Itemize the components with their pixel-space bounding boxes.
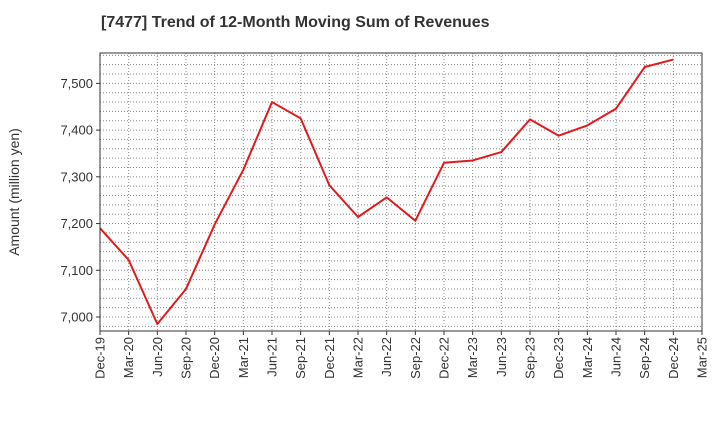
x-tick-label: Sep-22 bbox=[408, 337, 423, 379]
x-tick-label: Jun-22 bbox=[379, 337, 394, 377]
grid-lines bbox=[100, 53, 702, 331]
x-tick-label: Mar-22 bbox=[351, 337, 366, 378]
y-tick-label: 7,400 bbox=[60, 123, 93, 138]
y-tick-label: 7,100 bbox=[60, 263, 93, 278]
x-tick-label: Dec-22 bbox=[437, 337, 452, 379]
x-tick-label: Sep-23 bbox=[523, 337, 538, 379]
x-tick-label: Jun-24 bbox=[609, 337, 624, 377]
x-tick-label: Dec-24 bbox=[666, 337, 681, 379]
x-tick-label: Mar-21 bbox=[236, 337, 251, 378]
y-axis-label: Amount (million yen) bbox=[6, 128, 22, 256]
x-tick-label: Mar-25 bbox=[695, 337, 710, 378]
x-tick-labels: Dec-19 Mar-20 Jun-20 Sep-20 Dec-20 Mar-21 Jun-… bbox=[93, 331, 710, 379]
x-tick-label: Jun-23 bbox=[494, 337, 509, 377]
x-tick-label: Dec-21 bbox=[322, 337, 337, 379]
y-tick-label: 7,500 bbox=[60, 76, 93, 91]
plot-background bbox=[100, 53, 702, 331]
x-tick-label: Jun-20 bbox=[150, 337, 165, 377]
y-tick-label: 7,000 bbox=[60, 309, 93, 324]
x-tick-label: Sep-20 bbox=[179, 337, 194, 379]
x-tick-label: Dec-19 bbox=[93, 337, 108, 379]
x-tick-label: Mar-20 bbox=[121, 337, 136, 378]
x-tick-label: Dec-23 bbox=[551, 337, 566, 379]
y-tick-labels: 7,000 7,100 7,200 7,300 7,400 7,500 bbox=[60, 76, 100, 324]
x-tick-label: Mar-24 bbox=[580, 337, 595, 378]
series-layer bbox=[99, 58, 674, 325]
y-tick-label: 7,200 bbox=[60, 216, 93, 231]
x-tick-label: Jun-21 bbox=[265, 337, 280, 377]
chart-title: [7477] Trend of 12-Month Moving Sum of R… bbox=[101, 14, 490, 31]
x-tick-label: Mar-23 bbox=[465, 337, 480, 378]
x-tick-label: Dec-20 bbox=[207, 337, 222, 379]
y-tick-label: 7,300 bbox=[60, 169, 93, 184]
x-tick-label: Sep-21 bbox=[293, 337, 308, 379]
x-tick-label: Sep-24 bbox=[637, 337, 652, 379]
plot-frame bbox=[99, 52, 703, 332]
